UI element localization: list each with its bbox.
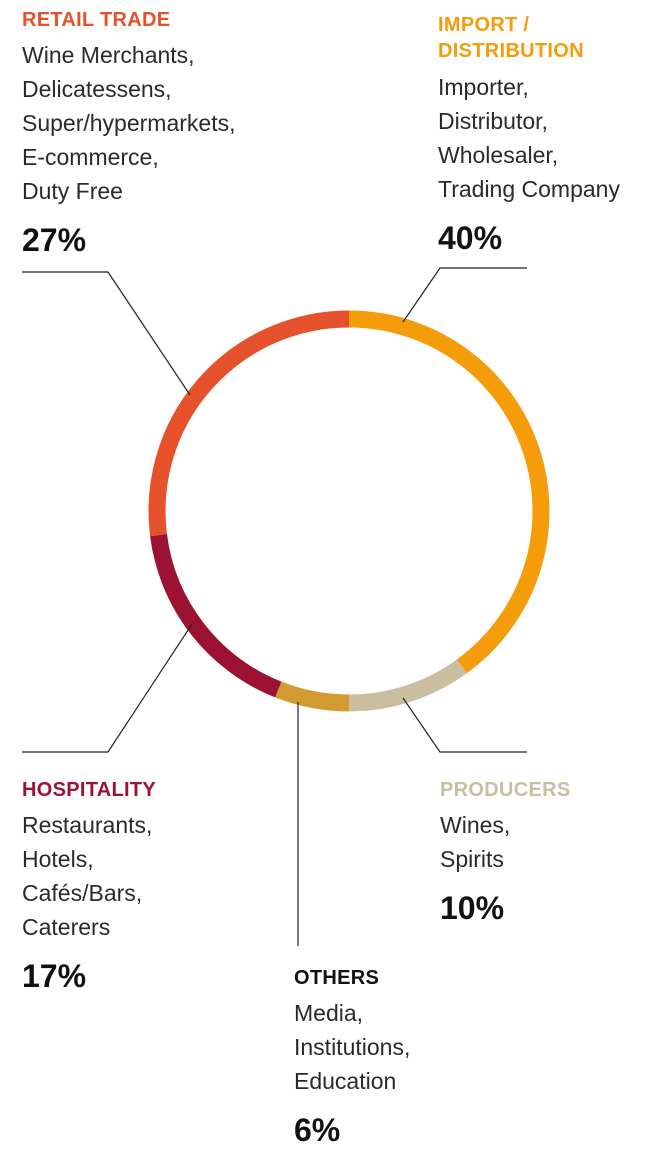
import-items: Importer, Distributor, Wholesaler, Tradi… xyxy=(438,70,620,206)
hospitality-item: Hotels, xyxy=(22,846,94,872)
producers-items: Wines, Spirits xyxy=(440,808,571,876)
leader-line-retail xyxy=(22,271,191,396)
legend-producers: PRODUCERS Wines, Spirits 10% xyxy=(440,778,571,928)
hospitality-item: Cafés/Bars, xyxy=(22,880,143,906)
hospitality-title: HOSPITALITY xyxy=(22,779,157,801)
legend-retail-trade: RETAIL TRADE Wine Merchants, Delicatesse… xyxy=(22,8,235,260)
import-item: Trading Company xyxy=(438,176,620,202)
hospitality-percent: 17% xyxy=(22,958,87,994)
ring-segments xyxy=(148,310,550,712)
legend-hospitality: HOSPITALITY Restaurants, Hotels, Cafés/B… xyxy=(22,778,156,996)
retail-percent: 27% xyxy=(22,222,87,258)
retail-item: Delicatessens, xyxy=(22,76,172,102)
ring-segment-import-distribution xyxy=(348,310,550,674)
producers-item: Wines, xyxy=(440,812,511,838)
leader-line-hospitality xyxy=(22,623,193,753)
import-percent: 40% xyxy=(438,220,503,256)
producers-item: Spirits xyxy=(440,846,504,872)
others-item: Media, xyxy=(294,1000,364,1026)
others-title: OTHERS xyxy=(294,967,380,989)
ring-segment-others xyxy=(275,681,350,712)
ring-segment-hospitality xyxy=(150,533,282,698)
legend-import-distribution: IMPORT / DISTRIBUTION Importer, Distribu… xyxy=(438,12,620,258)
retail-item: Duty Free xyxy=(22,178,123,204)
others-items: Media, Institutions, Education xyxy=(294,996,410,1098)
retail-items: Wine Merchants, Delicatessens, Super/hyp… xyxy=(22,38,235,208)
retail-item: E-commerce, xyxy=(22,144,159,170)
others-item: Education xyxy=(294,1068,397,1094)
import-title-line1: IMPORT / xyxy=(438,14,530,36)
leader-line-import xyxy=(402,267,527,323)
import-item: Wholesaler, xyxy=(438,142,559,168)
retail-item: Super/hypermarkets, xyxy=(22,110,236,136)
retail-title: RETAIL TRADE xyxy=(22,9,171,31)
retail-item: Wine Merchants, xyxy=(22,42,195,68)
import-title-line2: DISTRIBUTION xyxy=(438,40,584,62)
import-item: Importer, xyxy=(438,74,529,100)
leader-lines xyxy=(22,267,527,946)
producers-percent: 10% xyxy=(440,890,505,926)
others-percent: 6% xyxy=(294,1112,341,1148)
others-item: Institutions, xyxy=(294,1034,411,1060)
hospitality-item: Restaurants, xyxy=(22,812,153,838)
ring-segment-retail-trade xyxy=(148,310,350,537)
import-item: Distributor, xyxy=(438,108,548,134)
hospitality-item: Caterers xyxy=(22,914,111,940)
legend-others: OTHERS Media, Institutions, Education 6% xyxy=(294,966,410,1150)
leader-line-producers xyxy=(402,697,527,753)
producers-title: PRODUCERS xyxy=(440,779,571,801)
hospitality-items: Restaurants, Hotels, Cafés/Bars, Caterer… xyxy=(22,808,156,944)
ring-segment-producers xyxy=(348,659,467,712)
